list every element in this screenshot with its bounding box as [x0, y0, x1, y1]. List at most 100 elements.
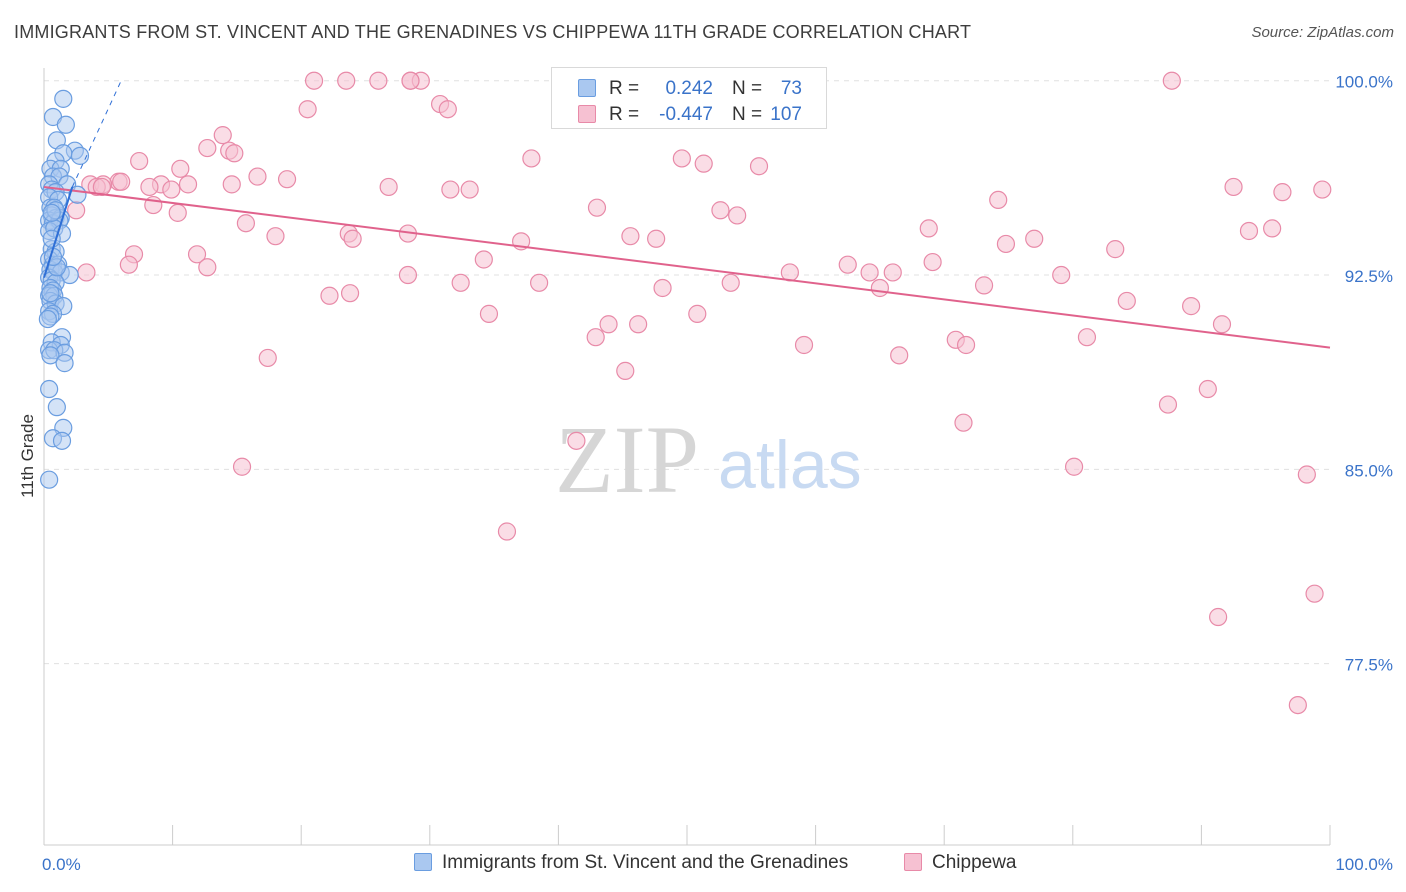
data-point-immigrants [52, 431, 72, 450]
data-point-chippewa [304, 71, 324, 90]
data-point-chippewa [794, 335, 814, 355]
data-point-chippewa [369, 71, 388, 90]
trend-line-immigrants-extension [71, 80, 122, 188]
data-point-chippewa [198, 258, 217, 277]
correlation-legend: R = 0.242 N = 73 R = -0.447 N = 107 [551, 67, 827, 129]
data-point-chippewa [398, 265, 418, 285]
data-point-chippewa [996, 234, 1016, 254]
legend-swatch-blue [414, 853, 432, 871]
data-point-chippewa [112, 172, 131, 191]
data-point-chippewa [258, 348, 277, 368]
data-point-chippewa [1182, 297, 1201, 316]
data-point-chippewa [530, 273, 549, 292]
data-point-chippewa [222, 175, 241, 194]
data-point-chippewa [672, 149, 691, 168]
data-point-chippewa [1239, 221, 1259, 241]
trend-line-immigrants [43, 186, 74, 278]
data-point-immigrants [42, 229, 61, 248]
data-point-chippewa [870, 278, 890, 298]
data-point-chippewa [248, 167, 267, 186]
data-point-chippewa [616, 361, 635, 380]
data-point-chippewa [198, 138, 217, 158]
data-point-chippewa [298, 100, 317, 119]
data-point-chippewa [171, 159, 190, 178]
data-point-chippewa [130, 151, 149, 171]
data-point-chippewa [749, 157, 769, 176]
data-point-chippewa [1106, 240, 1125, 259]
data-point-immigrants [41, 284, 60, 303]
data-point-chippewa [621, 227, 640, 246]
data-point-chippewa [728, 206, 747, 225]
data-point-immigrants [47, 398, 66, 417]
legend-swatch-blue [578, 79, 596, 97]
data-point-chippewa [340, 284, 360, 303]
data-point-chippewa [1288, 695, 1307, 715]
data-point-chippewa [1297, 465, 1316, 484]
data-point-chippewa [890, 346, 909, 365]
data-point-chippewa [1162, 71, 1181, 90]
data-point-chippewa [954, 413, 973, 432]
data-point-chippewa [1025, 229, 1044, 248]
data-point-chippewa [522, 149, 541, 168]
data-point-immigrants [42, 203, 61, 222]
data-point-chippewa [883, 263, 902, 282]
grid-lines [44, 80, 1330, 665]
data-point-chippewa [1224, 177, 1243, 197]
data-point-chippewa [337, 71, 356, 90]
data-point-chippewa [599, 315, 618, 334]
y-tick-label: 92.5% [1345, 267, 1393, 286]
bottom-legend-immigrants: Immigrants from St. Vincent and the Gren… [414, 852, 848, 874]
data-point-chippewa [860, 263, 879, 282]
data-point-chippewa [441, 180, 460, 199]
legend-swatch-pink [904, 853, 922, 871]
data-point-immigrants [54, 89, 73, 108]
axes [43, 68, 1331, 846]
data-point-immigrants [55, 354, 74, 373]
y-axis-label: 11th Grade [18, 414, 37, 498]
x-tick-label: 0.0% [42, 855, 81, 874]
data-point-chippewa [277, 170, 297, 189]
data-point-chippewa [77, 263, 96, 282]
data-point-chippewa [647, 229, 666, 248]
data-point-chippewa [451, 273, 470, 292]
y-tick-label: 85.0% [1345, 461, 1393, 480]
data-point-chippewa [586, 328, 605, 347]
data-point-chippewa [694, 154, 713, 173]
data-point-chippewa [1064, 457, 1084, 476]
x-tick-label: 100.0% [1335, 855, 1393, 874]
data-point-chippewa [438, 100, 457, 119]
data-point-chippewa [67, 201, 86, 220]
legend-swatch-pink [578, 105, 596, 123]
series-immigrants-points [38, 89, 90, 489]
data-point-chippewa [178, 175, 198, 194]
data-point-chippewa [225, 144, 244, 163]
data-point-chippewa [956, 335, 976, 355]
data-point-immigrants [40, 470, 59, 489]
data-point-chippewa [343, 229, 362, 248]
data-point-chippewa [1077, 328, 1097, 347]
legend-n-label: N = [732, 78, 763, 99]
data-point-immigrants [38, 309, 57, 329]
data-point-chippewa [629, 315, 648, 334]
data-point-chippewa [401, 71, 420, 90]
data-point-chippewa [320, 286, 339, 305]
data-point-chippewa [567, 431, 586, 450]
data-point-chippewa [232, 457, 252, 476]
data-point-chippewa [266, 227, 285, 246]
data-point-chippewa [140, 177, 159, 197]
data-point-immigrants [56, 115, 75, 134]
legend-row-immigrants: R = 0.242 N = 73 [552, 76, 826, 102]
data-point-chippewa [1305, 584, 1324, 603]
data-point-immigrants [70, 146, 90, 165]
chart-title: IMMIGRANTS FROM ST. VINCENT AND THE GREN… [14, 22, 972, 42]
trend-line-chippewa [43, 185, 1331, 349]
data-point-chippewa [1117, 291, 1136, 311]
data-point-chippewa [688, 304, 707, 323]
data-point-chippewa [587, 198, 607, 217]
y-tick-label: 77.5% [1345, 656, 1393, 675]
data-point-chippewa [162, 180, 181, 199]
source-label: Source: ZipAtlas.com [1251, 24, 1394, 41]
data-point-chippewa [168, 203, 187, 222]
data-point-chippewa [1212, 315, 1232, 334]
